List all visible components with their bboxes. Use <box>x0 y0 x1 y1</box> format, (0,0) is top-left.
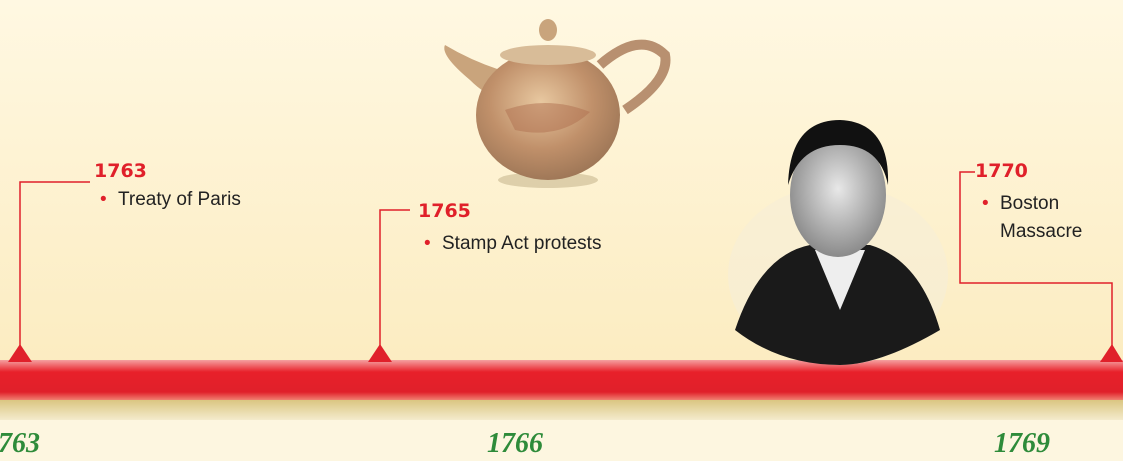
timeline-bar <box>0 360 1123 400</box>
event-label: Boston Massacre <box>1000 193 1082 242</box>
axis-year: 1769 <box>994 428 1050 460</box>
event-text: •Stamp Act protests <box>442 230 682 258</box>
timeline-base <box>0 398 1123 420</box>
bullet: • <box>982 190 989 218</box>
axis-band <box>0 420 1123 461</box>
event-year: 1763 <box>94 160 147 182</box>
page: 1763 •Treaty of Paris 1765 •Stamp Act pr… <box>0 0 1123 461</box>
axis-year: 1763 <box>0 428 40 460</box>
bullet: • <box>424 230 431 258</box>
bullet: • <box>100 186 107 214</box>
axis-year: 1766 <box>487 428 543 460</box>
event-text: •Boston Massacre <box>1000 190 1100 246</box>
event-label: Stamp Act protests <box>442 233 601 254</box>
event-year: 1770 <box>975 160 1028 182</box>
event-label: Treaty of Paris <box>118 189 241 210</box>
event-year: 1765 <box>418 200 471 222</box>
event-text: •Treaty of Paris <box>118 186 318 214</box>
